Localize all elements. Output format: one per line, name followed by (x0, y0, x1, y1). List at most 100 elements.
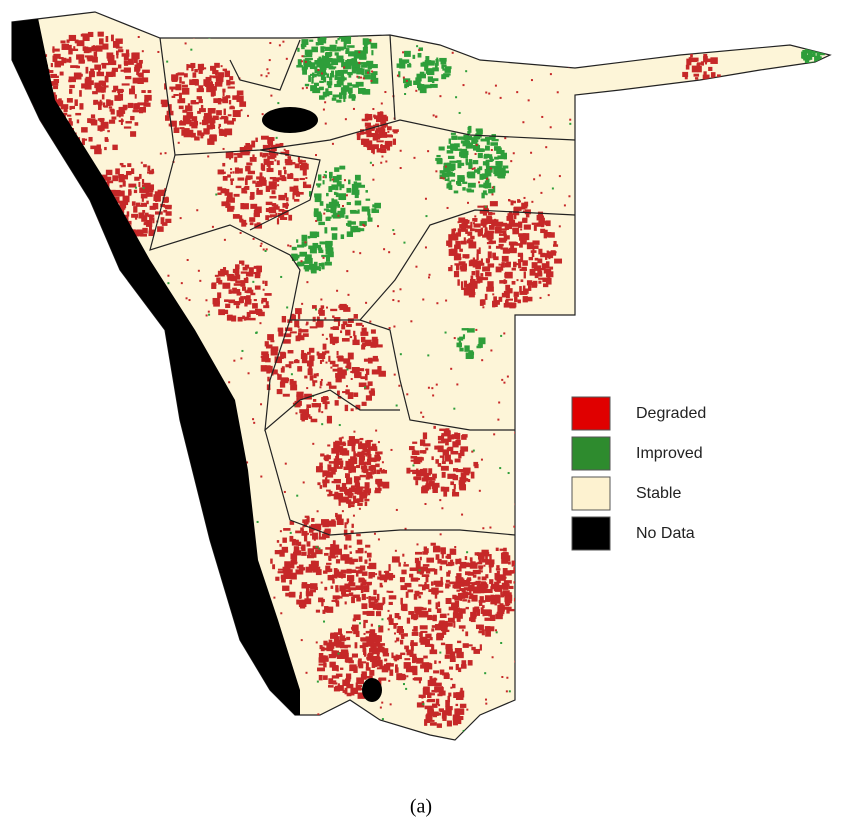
speckle (129, 189, 132, 192)
patch (318, 266, 321, 272)
patch (321, 351, 327, 355)
patch (118, 200, 124, 204)
speckle (344, 118, 347, 121)
patch (267, 334, 274, 341)
speckle (555, 411, 558, 414)
patch (256, 265, 262, 273)
patch (379, 635, 382, 641)
patch (382, 481, 390, 489)
patch (521, 581, 526, 588)
patch (334, 31, 340, 34)
patch (249, 217, 256, 222)
speckle (165, 662, 168, 665)
patch (283, 572, 292, 579)
patch (375, 119, 382, 123)
patch (523, 271, 526, 279)
speckle (546, 623, 549, 626)
patch (335, 70, 343, 77)
patch (520, 580, 527, 584)
patch (471, 450, 474, 453)
speckle (141, 50, 144, 53)
patch (538, 277, 546, 280)
patch (542, 277, 549, 283)
patch (313, 211, 321, 217)
patch (468, 350, 474, 354)
patch (309, 326, 318, 329)
patch (300, 600, 306, 604)
patch (425, 56, 430, 62)
patch (410, 614, 419, 620)
patch (462, 599, 467, 602)
patch (361, 68, 365, 76)
patch (175, 84, 182, 91)
patch (465, 352, 474, 360)
patch (367, 217, 373, 222)
patch (83, 47, 90, 54)
speckle (347, 293, 350, 296)
patch (469, 593, 474, 599)
patch (318, 221, 325, 226)
patch (245, 151, 251, 154)
patch (412, 471, 419, 475)
patch (325, 88, 329, 96)
speckle (569, 329, 572, 332)
patch (226, 314, 233, 321)
patch (461, 660, 467, 667)
patch (355, 404, 361, 410)
patch (498, 237, 507, 243)
speckle (547, 471, 550, 474)
speckle (457, 221, 460, 224)
patch (379, 467, 383, 472)
patch (340, 38, 345, 42)
patch (308, 365, 312, 369)
patch (346, 636, 351, 641)
patch (243, 317, 247, 321)
patch (364, 559, 368, 564)
patch (475, 624, 483, 630)
patch (367, 454, 372, 460)
patch (474, 281, 477, 289)
patch (494, 573, 498, 580)
patch (361, 671, 367, 677)
patch (330, 28, 339, 33)
patch (482, 234, 490, 238)
patch (521, 591, 529, 599)
patch (54, 61, 61, 68)
patch (214, 81, 223, 87)
patch (361, 401, 367, 406)
patch (427, 679, 436, 687)
patch (438, 441, 445, 444)
patch (329, 58, 337, 63)
patch (471, 583, 475, 589)
patch (336, 355, 344, 359)
patch (290, 559, 297, 565)
patch (333, 595, 341, 598)
patch (351, 66, 356, 73)
speckle (175, 711, 178, 714)
speckle (484, 612, 487, 615)
speckle (551, 690, 554, 693)
patch (274, 356, 282, 364)
patch (50, 63, 53, 68)
patch (319, 39, 327, 44)
patch (119, 190, 125, 197)
patch (510, 244, 515, 249)
speckle (498, 263, 501, 266)
patch (342, 391, 349, 394)
patch (217, 97, 222, 105)
patch (333, 317, 341, 322)
speckle (363, 632, 366, 635)
patch (521, 575, 526, 578)
patch (240, 203, 245, 210)
patch (326, 489, 331, 492)
speckle (450, 265, 453, 268)
patch (277, 212, 285, 218)
patch (125, 75, 132, 80)
patch (346, 59, 355, 64)
patch (105, 35, 109, 43)
patch (204, 120, 209, 125)
patch (414, 677, 423, 681)
patch (388, 601, 393, 605)
speckle (177, 141, 180, 144)
patch (337, 571, 343, 578)
